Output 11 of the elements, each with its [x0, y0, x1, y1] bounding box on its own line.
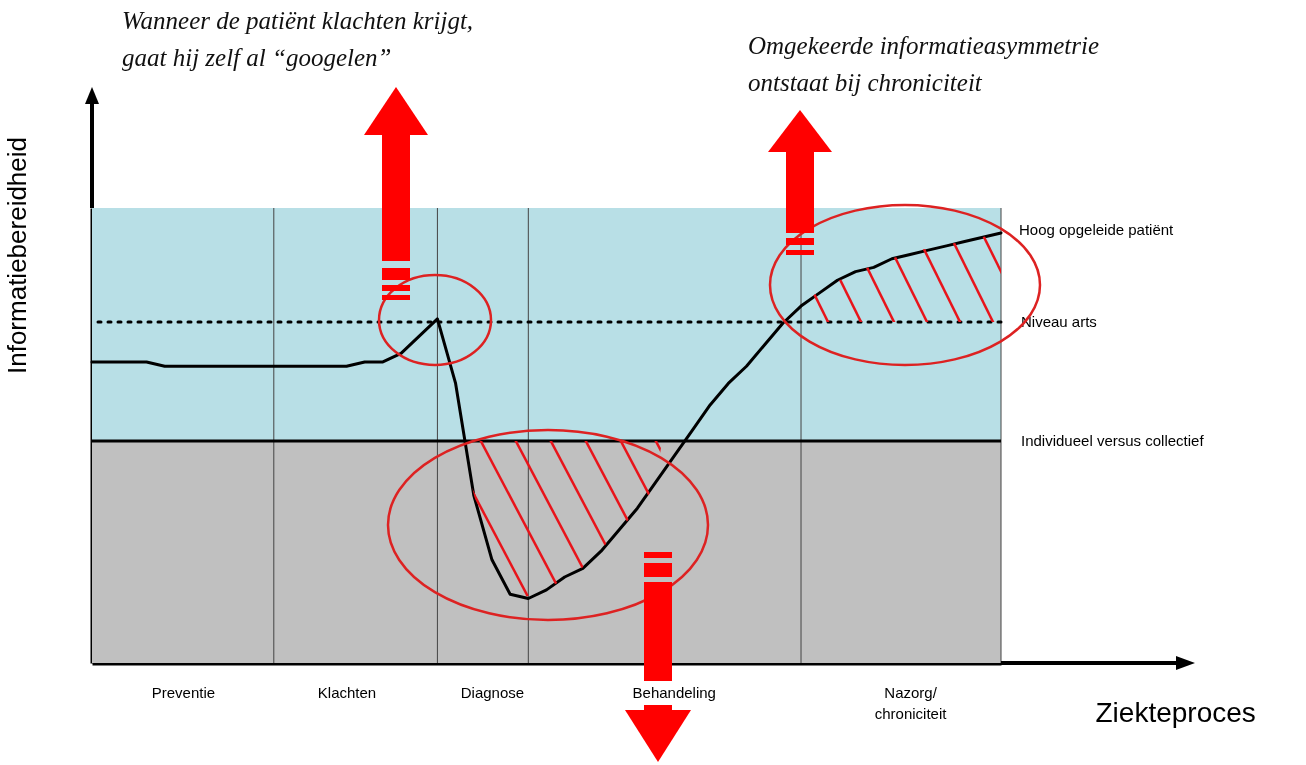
y-axis-title: Informatiebereidheid — [1, 136, 32, 375]
x-tick-label: Behandeling — [632, 683, 716, 701]
x-axis-title: Ziekteproces — [1095, 696, 1256, 728]
text: Omgekeerde informatieasymmetrie ontstaat bij chroniciteit — [748, 31, 1100, 98]
x-tick-label: Nazorg/ chroniciteit — [874, 683, 948, 722]
x-tick-label: Diagnose — [460, 683, 525, 701]
ref-line-label: Individueel versus collectief — [1021, 432, 1205, 450]
text: Wanneer de patiënt klachten krijgt, gaat hij zelf al “googelen” — [122, 6, 474, 73]
series-label: Hoog opgeleide patiënt — [1019, 220, 1175, 238]
x-tick-label: Preventie — [151, 683, 216, 701]
x-tick-label: Klachten — [317, 683, 377, 701]
